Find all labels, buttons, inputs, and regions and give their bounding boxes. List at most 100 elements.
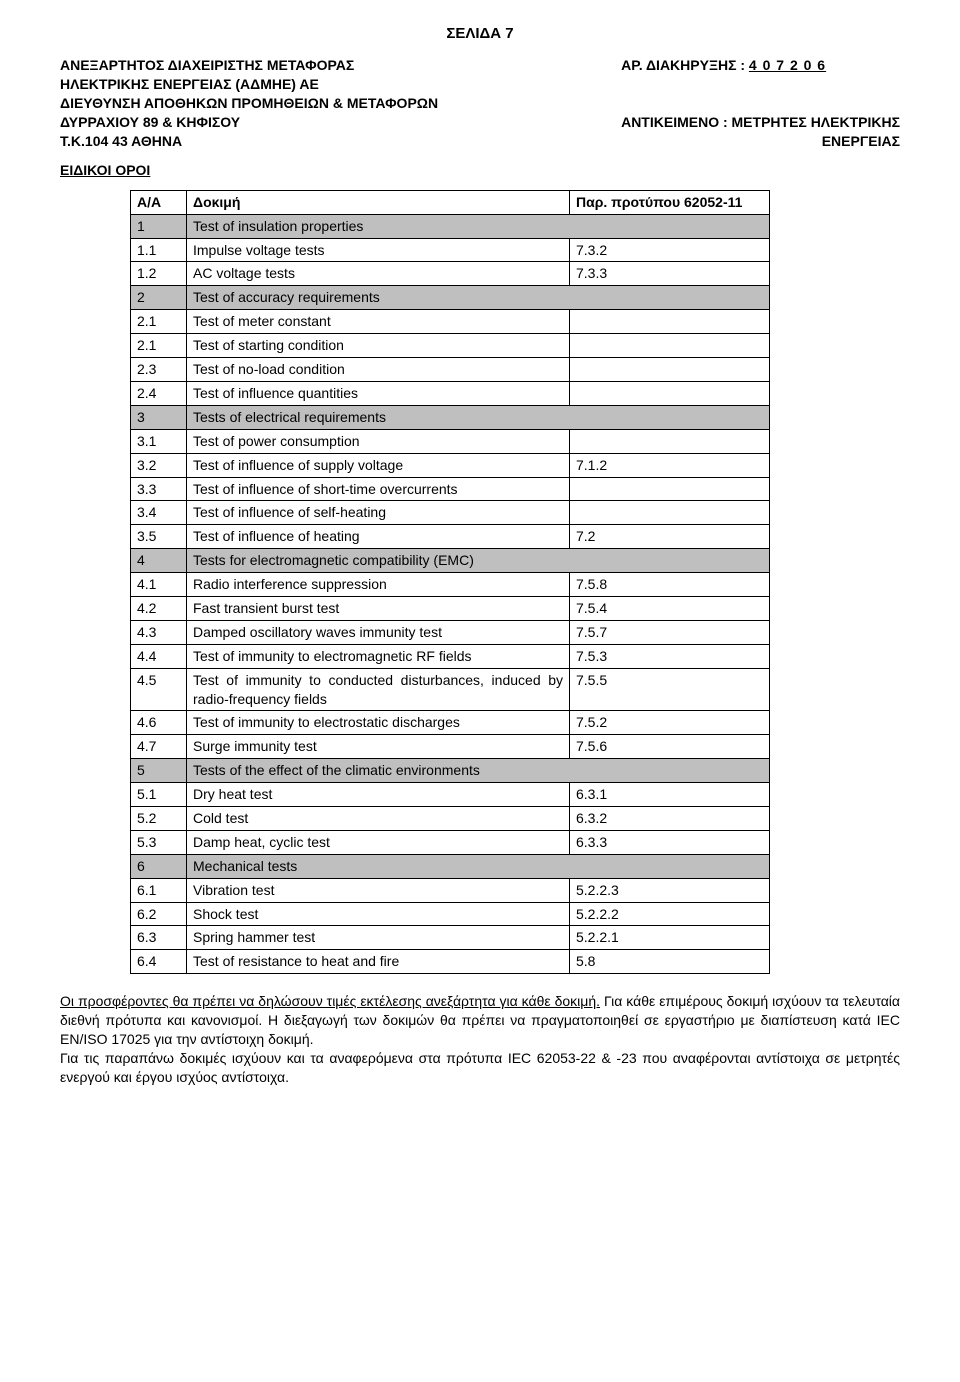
- org-line: ΔΙΕΥΘΥΝΣΗ ΑΠΟΘΗΚΩΝ ΠΡΟΜΗΘΕΙΩΝ & ΜΕΤΑΦΟΡΩ…: [60, 94, 438, 113]
- cell-ref: 7.3.3: [570, 262, 770, 286]
- cell-ref: 7.5.7: [570, 620, 770, 644]
- tests-table: Α/Α Δοκιμή Παρ. προτύπου 62052-11 1Test …: [130, 190, 770, 974]
- cell-ref: [570, 334, 770, 358]
- cell-test: Test of influence of short-time overcurr…: [187, 477, 570, 501]
- meta-block: ΑΡ. ΔΙΑΚΗΡΥΞΗΣ : 4 0 7 2 0 6 ΑΝΤΙΚΕΙΜΕΝΟ…: [621, 56, 900, 151]
- cell-test: Dry heat test: [187, 783, 570, 807]
- table-row: 4.6Test of immunity to electrostatic dis…: [131, 711, 770, 735]
- subject-line2: ΕΝΕΡΓΕΙΑΣ: [621, 132, 900, 151]
- table-row: 5.1Dry heat test6.3.1: [131, 783, 770, 807]
- table-row: 5.2Cold test6.3.2: [131, 806, 770, 830]
- cell-ref: 5.2.2.2: [570, 902, 770, 926]
- footer-sentence: Για τις παραπάνω δοκιμές ισχύουν και τα …: [60, 1049, 900, 1087]
- table-row: 4.3Damped oscillatory waves immunity tes…: [131, 620, 770, 644]
- cell-aa: 4.3: [131, 620, 187, 644]
- table-row: 2.3Test of no-load condition: [131, 358, 770, 382]
- cell-test: Shock test: [187, 902, 570, 926]
- cell-aa: 6.4: [131, 950, 187, 974]
- cell-ref: 7.5.6: [570, 735, 770, 759]
- footer-paragraph: Οι προσφέροντες θα πρέπει να δηλώσουν τι…: [60, 992, 900, 1086]
- col-ref-header: Παρ. προτύπου 62052-11: [570, 190, 770, 214]
- cell-test: Test of immunity to electrostatic discha…: [187, 711, 570, 735]
- cell-aa: 4.6: [131, 711, 187, 735]
- cell-aa: 3.3: [131, 477, 187, 501]
- cell-ref: 7.5.2: [570, 711, 770, 735]
- cell-aa: 4: [131, 549, 187, 573]
- cell-ref: 7.3.2: [570, 238, 770, 262]
- cell-aa: 3.4: [131, 501, 187, 525]
- cell-aa: 1.1: [131, 238, 187, 262]
- cell-test: Test of starting condition: [187, 334, 570, 358]
- table-row: 6.2Shock test5.2.2.2: [131, 902, 770, 926]
- cell-test: Damped oscillatory waves immunity test: [187, 620, 570, 644]
- table-row: 3.3Test of influence of short-time overc…: [131, 477, 770, 501]
- cell-ref: [570, 501, 770, 525]
- org-line: ΔΥΡΡΑΧΙΟΥ 89 & ΚΗΦΙΣΟΥ: [60, 113, 438, 132]
- cell-test: Test of influence quantities: [187, 381, 570, 405]
- cell-ref: [570, 310, 770, 334]
- org-line: ΑΝΕΞΑΡΤΗΤΟΣ ΔΙΑΧΕΙΡΙΣΤΗΣ ΜΕΤΑΦΟΡΑΣ: [60, 56, 438, 75]
- cell-test: Radio interference suppression: [187, 573, 570, 597]
- table-row: 3.5Test of influence of heating7.2: [131, 525, 770, 549]
- cell-test: Damp heat, cyclic test: [187, 830, 570, 854]
- page-number: ΣΕΛΙΔΑ 7: [60, 24, 900, 44]
- cell-test: Tests for electromagnetic compatibility …: [187, 549, 770, 573]
- col-aa-header: Α/Α: [131, 190, 187, 214]
- cell-test: Test of influence of supply voltage: [187, 453, 570, 477]
- cell-test: Fast transient burst test: [187, 596, 570, 620]
- cell-aa: 5: [131, 759, 187, 783]
- section-title: ΕΙΔΙΚΟΙ ΟΡΟΙ: [60, 161, 900, 180]
- table-row: 4.2Fast transient burst test7.5.4: [131, 596, 770, 620]
- announce-label: ΑΡ. ΔΙΑΚΗΡΥΞΗΣ :: [621, 57, 745, 73]
- cell-aa: 3.5: [131, 525, 187, 549]
- cell-aa: 4.5: [131, 668, 187, 711]
- table-row: 2.1Test of meter constant: [131, 310, 770, 334]
- table-header-row: Α/Α Δοκιμή Παρ. προτύπου 62052-11: [131, 190, 770, 214]
- cell-aa: 6.2: [131, 902, 187, 926]
- cell-test: Test of power consumption: [187, 429, 570, 453]
- cell-ref: [570, 381, 770, 405]
- cell-aa: 6: [131, 854, 187, 878]
- cell-test: Surge immunity test: [187, 735, 570, 759]
- cell-test: Tests of electrical requirements: [187, 405, 770, 429]
- cell-aa: 4.1: [131, 573, 187, 597]
- cell-aa: 4.2: [131, 596, 187, 620]
- table-row: 6.1Vibration test5.2.2.3: [131, 878, 770, 902]
- cell-ref: [570, 358, 770, 382]
- cell-test: Mechanical tests: [187, 854, 770, 878]
- cell-aa: 2.3: [131, 358, 187, 382]
- cell-ref: 7.5.4: [570, 596, 770, 620]
- cell-aa: 4.7: [131, 735, 187, 759]
- table-row: 2.1Test of starting condition: [131, 334, 770, 358]
- table-group-row: 2Test of accuracy requirements: [131, 286, 770, 310]
- cell-aa: 2.1: [131, 310, 187, 334]
- cell-aa: 1: [131, 214, 187, 238]
- table-row: 6.3Spring hammer test5.2.2.1: [131, 926, 770, 950]
- org-line: Τ.Κ.104 43 ΑΘΗΝΑ: [60, 132, 438, 151]
- cell-test: Test of influence of self-heating: [187, 501, 570, 525]
- org-line: ΗΛΕΚΤΡΙΚΗΣ ΕΝΕΡΓΕΙΑΣ (ΑΔΜΗΕ) ΑΕ: [60, 75, 438, 94]
- cell-ref: 5.2.2.1: [570, 926, 770, 950]
- table-group-row: 1Test of insulation properties: [131, 214, 770, 238]
- cell-aa: 6.1: [131, 878, 187, 902]
- cell-aa: 4.4: [131, 644, 187, 668]
- table-group-row: 5Tests of the effect of the climatic env…: [131, 759, 770, 783]
- cell-ref: 7.1.2: [570, 453, 770, 477]
- cell-test: Test of insulation properties: [187, 214, 770, 238]
- col-test-header: Δοκιμή: [187, 190, 570, 214]
- cell-ref: [570, 477, 770, 501]
- cell-aa: 3.1: [131, 429, 187, 453]
- table-row: 3.2Test of influence of supply voltage7.…: [131, 453, 770, 477]
- cell-aa: 2.1: [131, 334, 187, 358]
- cell-aa: 5.3: [131, 830, 187, 854]
- header-block: ΑΝΕΞΑΡΤΗΤΟΣ ΔΙΑΧΕΙΡΙΣΤΗΣ ΜΕΤΑΦΟΡΑΣ ΗΛΕΚΤ…: [60, 56, 900, 151]
- table-row: 6.4Test of resistance to heat and fire5.…: [131, 950, 770, 974]
- cell-test: Impulse voltage tests: [187, 238, 570, 262]
- cell-aa: 2: [131, 286, 187, 310]
- cell-ref: 7.5.3: [570, 644, 770, 668]
- cell-aa: 1.2: [131, 262, 187, 286]
- cell-ref: 6.3.1: [570, 783, 770, 807]
- cell-test: Test of meter constant: [187, 310, 570, 334]
- cell-test: Tests of the effect of the climatic envi…: [187, 759, 770, 783]
- table-row: 4.7Surge immunity test7.5.6: [131, 735, 770, 759]
